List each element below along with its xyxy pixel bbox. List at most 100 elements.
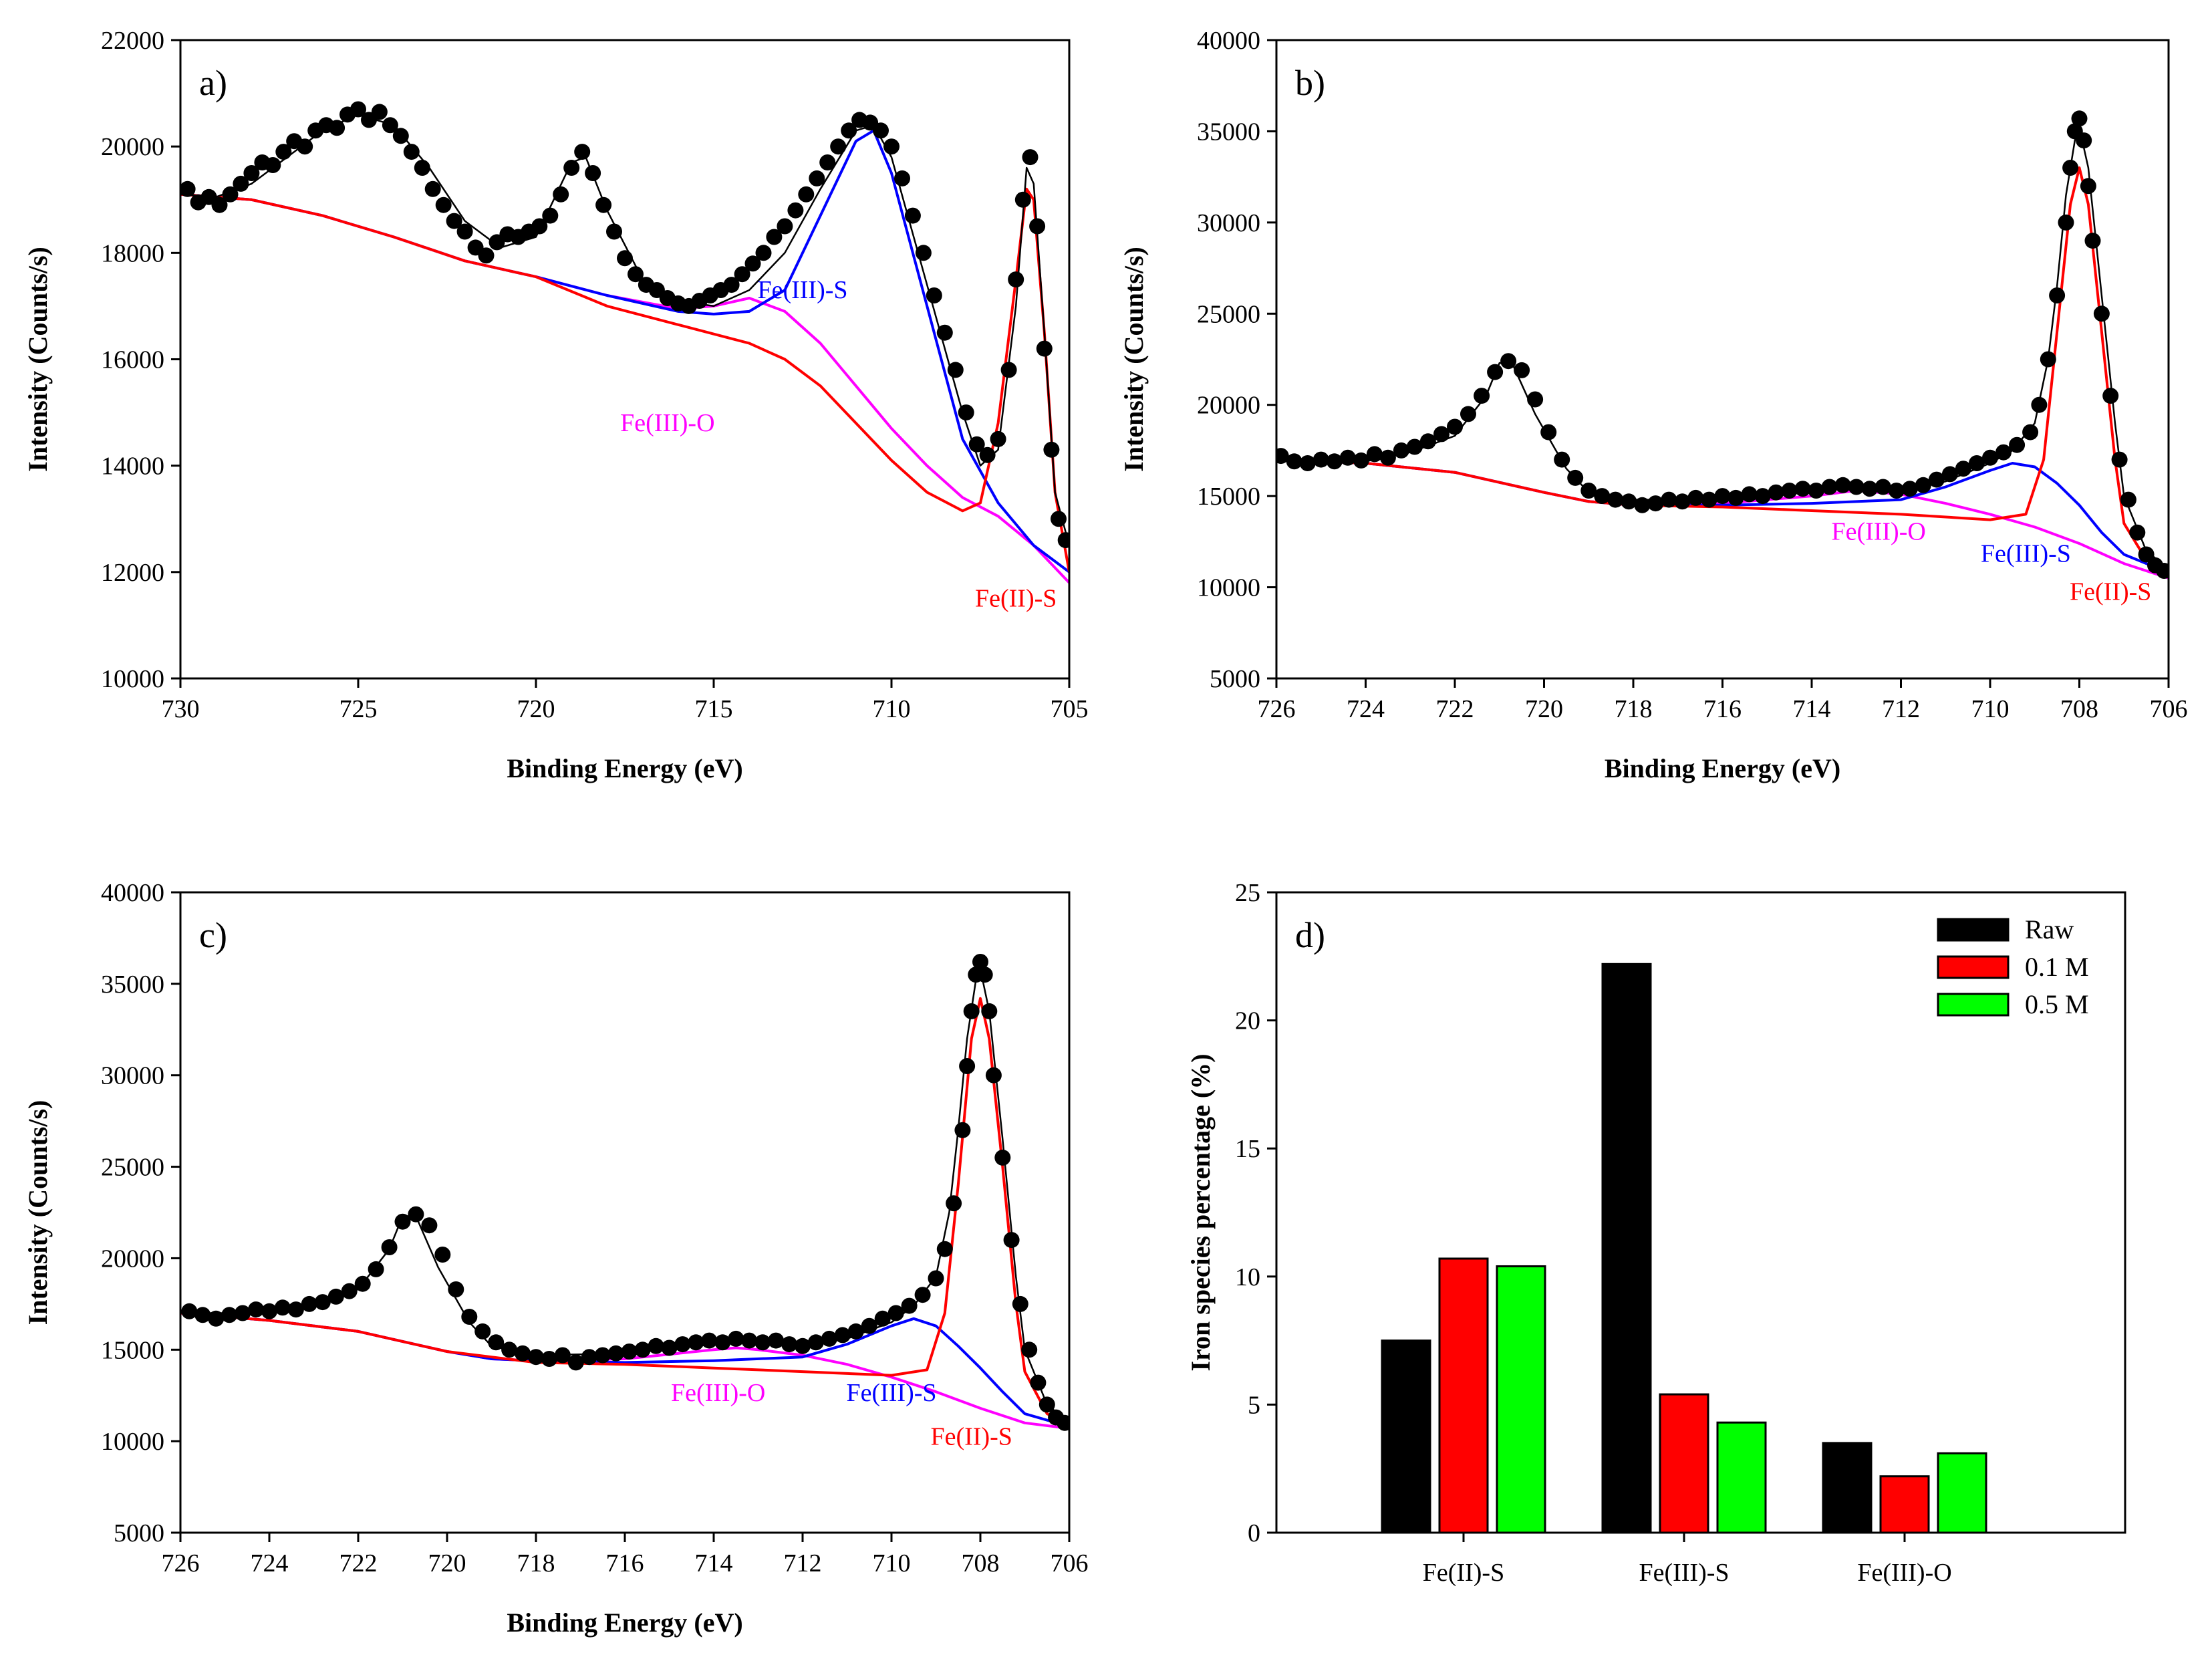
y-tick-label: 20000 xyxy=(1197,392,1260,420)
y-axis-title: Iron species percentage (%) xyxy=(1186,1053,1216,1371)
data-point xyxy=(755,245,772,261)
legend-label-raw: Raw xyxy=(2025,914,2074,944)
bar-fe-ii-s-raw xyxy=(1381,1339,1431,1534)
data-point xyxy=(541,1351,557,1367)
annotation-fe-ii-s: Fe(II)-S xyxy=(930,1423,1012,1451)
data-point xyxy=(478,247,495,264)
x-tick-label: 712 xyxy=(1882,695,1920,723)
annotation-fe-iii-s: Fe(III)-S xyxy=(757,276,847,304)
data-point xyxy=(914,1287,931,1303)
data-point xyxy=(874,1310,891,1327)
data-point xyxy=(1982,449,1998,466)
data-point xyxy=(798,186,815,203)
x-tick-label: Fe(II)-S xyxy=(1423,1559,1504,1587)
y-tick-label: 10 xyxy=(1235,1263,1260,1291)
data-point xyxy=(963,1003,980,1019)
y-axis-title: Intensity (Counts/s) xyxy=(1119,247,1149,472)
data-point xyxy=(297,138,313,155)
y-tick-label: 30000 xyxy=(101,1062,164,1090)
data-point xyxy=(617,250,633,267)
data-point xyxy=(371,104,388,120)
y-tick-label: 25000 xyxy=(101,1154,164,1182)
data-point xyxy=(1326,453,1343,470)
data-point xyxy=(2093,305,2110,322)
data-point xyxy=(563,160,580,176)
bar-fe-iii-o-0-5-m xyxy=(1937,1452,1987,1534)
x-tick-label: 718 xyxy=(517,1549,555,1577)
y-tick-label: 15 xyxy=(1235,1135,1260,1163)
x-axis-title: Binding Energy (eV) xyxy=(507,753,742,783)
y-tick-label: 25000 xyxy=(1197,300,1260,328)
data-point xyxy=(287,1301,304,1318)
data-point xyxy=(819,154,836,170)
y-tick-label: 20000 xyxy=(101,133,164,161)
data-point xyxy=(274,1299,291,1316)
x-tick-label: 706 xyxy=(1051,1549,1089,1577)
data-point xyxy=(1433,426,1449,442)
panel-d-bar-chart: Fe(II)-S Fe(III)-S Fe(III)-O 0 5 10 15 20 25 Iron… xyxy=(1186,879,2126,1587)
data-point xyxy=(1754,488,1771,505)
plot-area xyxy=(180,101,1069,584)
x-tick-label: Fe(III)-O xyxy=(1857,1559,1951,1587)
data-point xyxy=(488,1334,505,1351)
data-point xyxy=(728,1330,744,1347)
panel-b-xps-spectrum: 726 724 722 720 718 716 714 712 710 708 706 5000 100… xyxy=(1119,27,2188,783)
data-point xyxy=(1661,491,1677,508)
data-point xyxy=(621,1344,638,1360)
data-point xyxy=(1022,149,1039,166)
data-point xyxy=(448,1281,464,1297)
data-point xyxy=(248,1301,265,1318)
data-point xyxy=(734,266,750,283)
data-point xyxy=(2040,351,2056,368)
data-point xyxy=(261,1303,277,1319)
data-point xyxy=(2009,436,2026,453)
panel-label: a) xyxy=(199,63,227,103)
y-tick-label: 30000 xyxy=(1197,209,1260,237)
data-point xyxy=(766,229,783,245)
data-point xyxy=(968,436,985,453)
y-tick-label: 35000 xyxy=(1197,118,1260,146)
data-point xyxy=(221,1307,238,1323)
data-point xyxy=(1768,484,1784,501)
data-point xyxy=(1567,469,1584,486)
data-point xyxy=(1057,1414,1069,1431)
data-point xyxy=(701,1332,718,1349)
data-point xyxy=(887,1305,904,1321)
data-point xyxy=(2102,388,2119,404)
data-point xyxy=(408,1206,424,1223)
y-tick-label: 20000 xyxy=(101,1245,164,1273)
data-point xyxy=(1312,451,1329,468)
data-point xyxy=(2076,132,2092,149)
data-point xyxy=(781,1336,798,1353)
data-point xyxy=(2062,160,2079,176)
x-tick-label: 710 xyxy=(873,695,911,723)
data-point xyxy=(574,144,591,160)
x-tick-label: 710 xyxy=(873,1549,911,1577)
data-point xyxy=(1474,388,1490,404)
x-tick-label: 722 xyxy=(1436,695,1474,723)
data-point xyxy=(894,170,910,186)
annotation-fe-iii-s: Fe(III)-S xyxy=(1981,539,2071,567)
legend: Raw 0.1 M 0.5 M xyxy=(1937,914,2089,1019)
data-point xyxy=(424,180,441,197)
data-point xyxy=(1848,479,1864,495)
data-point xyxy=(1057,532,1069,549)
data-point xyxy=(381,1239,398,1255)
data-point xyxy=(985,1067,1002,1083)
data-point xyxy=(595,197,612,213)
data-point xyxy=(1366,446,1383,463)
data-point xyxy=(990,430,1006,447)
y-tick-label: 35000 xyxy=(101,971,164,999)
x-tick-label: 720 xyxy=(517,695,555,723)
data-point xyxy=(979,446,996,463)
data-point xyxy=(1014,191,1031,208)
y-tick-label: 15000 xyxy=(101,1336,164,1364)
data-point xyxy=(1540,424,1557,440)
data-point xyxy=(531,218,548,235)
data-point xyxy=(421,1217,438,1234)
x-tick-label: 722 xyxy=(339,1549,378,1577)
data-point xyxy=(1000,362,1017,378)
x-tick-label: 714 xyxy=(1793,695,1831,723)
